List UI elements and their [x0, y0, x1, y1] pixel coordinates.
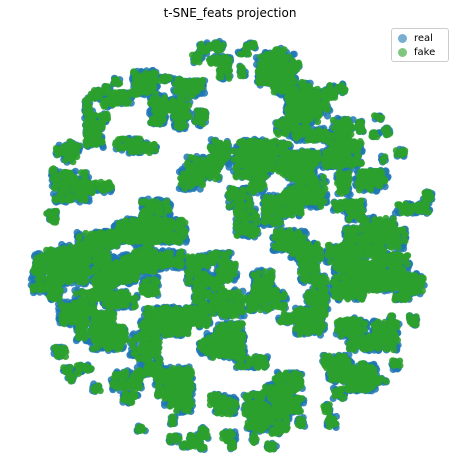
scatter-plot [27, 37, 436, 453]
